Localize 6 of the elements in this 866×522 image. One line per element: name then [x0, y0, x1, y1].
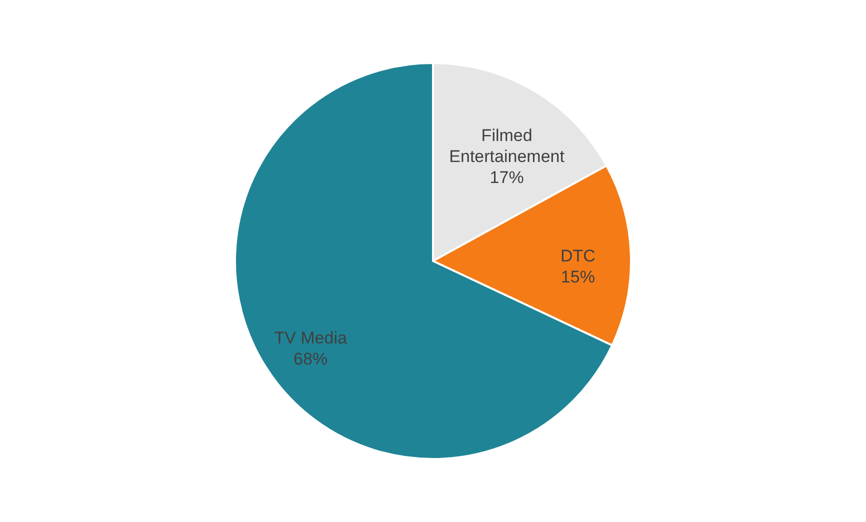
slice-label: DTC [560, 246, 596, 266]
data-label: 15% [560, 267, 595, 286]
data-label: 17% [490, 168, 524, 188]
data-label: 68% [294, 350, 328, 369]
slice-label: Filmed Entertainement [449, 126, 565, 166]
slice-label: TV Media [274, 328, 348, 348]
